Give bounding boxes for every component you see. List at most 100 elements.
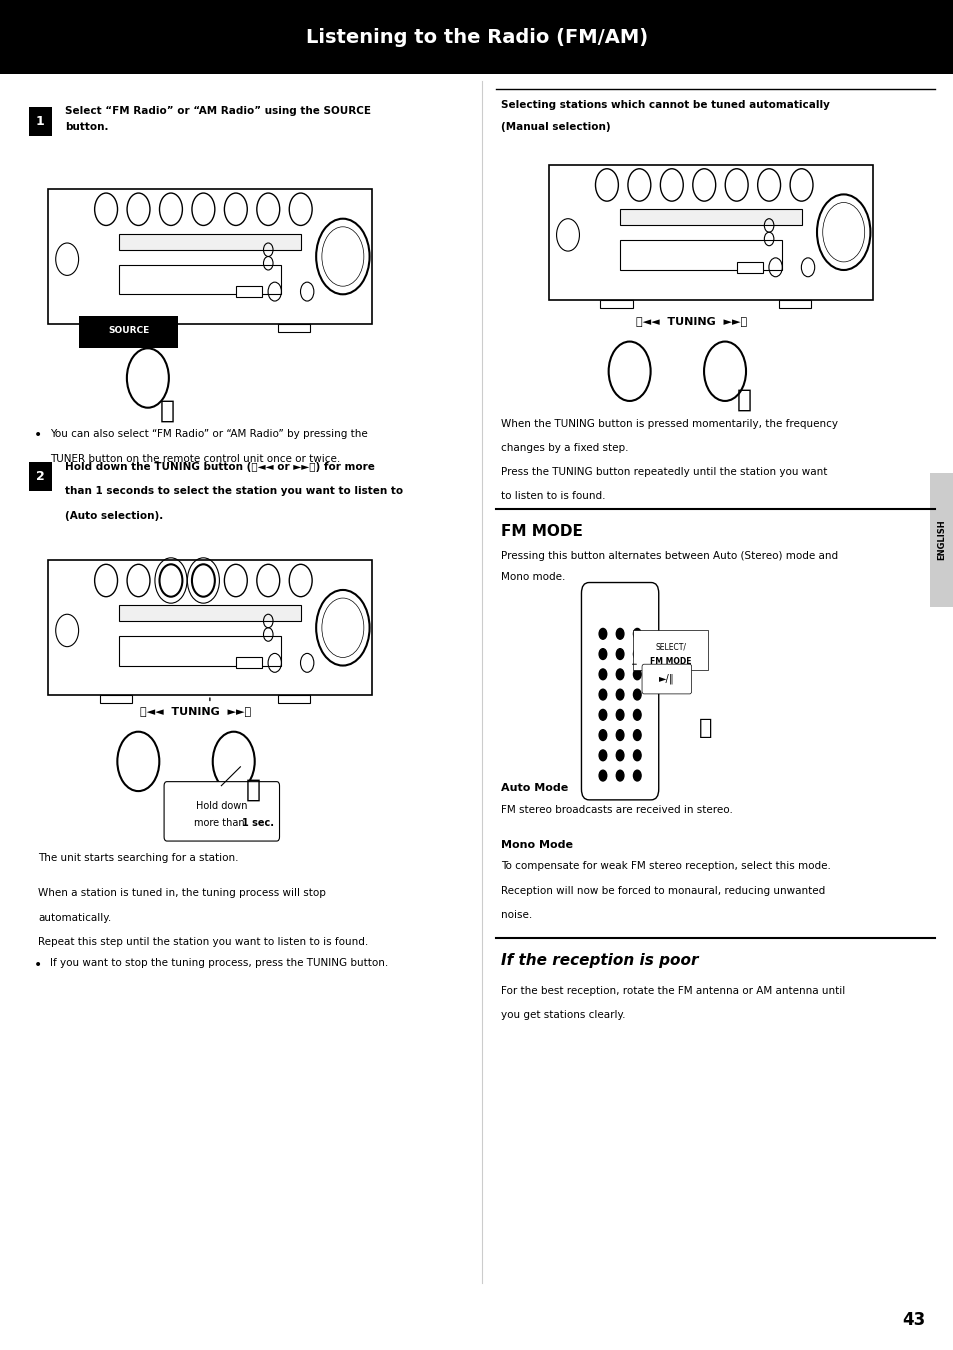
FancyBboxPatch shape — [632, 630, 707, 670]
Circle shape — [598, 629, 606, 640]
Circle shape — [633, 690, 640, 699]
FancyBboxPatch shape — [619, 240, 781, 270]
Text: SOURCE: SOURCE — [108, 327, 150, 335]
Text: For the best reception, rotate the FM antenna or AM antenna until: For the best reception, rotate the FM an… — [500, 986, 844, 995]
Text: When the TUNING button is pressed momentarily, the frequency: When the TUNING button is pressed moment… — [500, 418, 837, 428]
Text: Mono Mode: Mono Mode — [500, 840, 572, 849]
Circle shape — [598, 649, 606, 660]
FancyBboxPatch shape — [48, 560, 372, 695]
FancyBboxPatch shape — [99, 695, 132, 703]
Circle shape — [616, 769, 623, 780]
FancyBboxPatch shape — [119, 605, 300, 621]
Circle shape — [616, 649, 623, 660]
Text: 43: 43 — [902, 1311, 924, 1330]
FancyBboxPatch shape — [48, 189, 372, 324]
Circle shape — [598, 670, 606, 680]
Text: 1: 1 — [35, 115, 45, 128]
Text: ⧉◄◄  TUNING  ►►⧈: ⧉◄◄ TUNING ►►⧈ — [140, 706, 251, 717]
FancyBboxPatch shape — [29, 107, 52, 136]
Text: than 1 seconds to select the station you want to listen to: than 1 seconds to select the station you… — [65, 486, 402, 497]
Text: (Auto selection).: (Auto selection). — [65, 510, 163, 521]
Circle shape — [616, 629, 623, 640]
Text: Pressing this button alternates between Auto (Stereo) mode and: Pressing this button alternates between … — [500, 551, 837, 560]
FancyBboxPatch shape — [581, 583, 658, 799]
Text: Mono mode.: Mono mode. — [500, 572, 564, 582]
Circle shape — [633, 710, 640, 721]
Circle shape — [616, 670, 623, 680]
Text: FM MODE: FM MODE — [649, 657, 691, 666]
Circle shape — [616, 710, 623, 721]
Text: FM stereo broadcasts are received in stereo.: FM stereo broadcasts are received in ste… — [500, 805, 732, 814]
Circle shape — [633, 670, 640, 680]
Text: Auto Mode: Auto Mode — [500, 783, 567, 792]
Text: Press the TUNING button repeatedly until the station you want: Press the TUNING button repeatedly until… — [500, 467, 826, 477]
FancyBboxPatch shape — [619, 209, 801, 225]
Text: TUNER button on the remote control unit once or twice.: TUNER button on the remote control unit … — [50, 454, 339, 463]
Circle shape — [598, 730, 606, 740]
Text: 👆: 👆 — [245, 778, 260, 802]
Text: 2: 2 — [35, 470, 45, 483]
Text: •: • — [34, 428, 42, 441]
FancyBboxPatch shape — [29, 462, 52, 491]
FancyBboxPatch shape — [99, 324, 132, 332]
Circle shape — [598, 710, 606, 721]
Circle shape — [598, 690, 606, 699]
Text: Repeat this step until the station you want to listen to is found.: Repeat this step until the station you w… — [38, 937, 368, 946]
Circle shape — [633, 769, 640, 780]
Text: •: • — [34, 958, 42, 972]
Text: ⧉◄◄  TUNING  ►►⧈: ⧉◄◄ TUNING ►►⧈ — [636, 316, 746, 327]
FancyBboxPatch shape — [119, 636, 281, 666]
Circle shape — [616, 730, 623, 740]
Circle shape — [633, 751, 640, 761]
FancyBboxPatch shape — [79, 316, 178, 348]
Text: SELECT/: SELECT/ — [655, 643, 685, 651]
FancyBboxPatch shape — [235, 286, 261, 297]
FancyBboxPatch shape — [929, 472, 953, 608]
Circle shape — [598, 751, 606, 761]
Text: To compensate for weak FM stereo reception, select this mode.: To compensate for weak FM stereo recepti… — [500, 861, 830, 871]
Text: (Manual selection): (Manual selection) — [500, 122, 610, 131]
FancyBboxPatch shape — [235, 657, 261, 668]
Text: automatically.: automatically. — [38, 913, 112, 922]
FancyBboxPatch shape — [119, 265, 281, 294]
Text: 1 sec.: 1 sec. — [241, 818, 274, 829]
Text: Selecting stations which cannot be tuned automatically: Selecting stations which cannot be tuned… — [500, 100, 829, 109]
FancyBboxPatch shape — [736, 262, 761, 273]
FancyBboxPatch shape — [641, 664, 691, 694]
Text: You can also select “FM Radio” or “AM Radio” by pressing the: You can also select “FM Radio” or “AM Ra… — [50, 429, 367, 439]
FancyBboxPatch shape — [599, 300, 632, 308]
FancyBboxPatch shape — [277, 695, 310, 703]
Circle shape — [598, 769, 606, 780]
FancyBboxPatch shape — [778, 300, 810, 308]
Text: ►/‖: ►/‖ — [659, 674, 674, 684]
Circle shape — [633, 730, 640, 740]
Text: 👆: 👆 — [736, 387, 751, 412]
Text: FM MODE: FM MODE — [500, 524, 582, 539]
Circle shape — [616, 751, 623, 761]
Text: Select “FM Radio” or “AM Radio” using the SOURCE: Select “FM Radio” or “AM Radio” using th… — [65, 105, 371, 116]
Text: The unit starts searching for a station.: The unit starts searching for a station. — [38, 853, 238, 863]
Text: If the reception is poor: If the reception is poor — [500, 953, 698, 968]
FancyBboxPatch shape — [277, 324, 310, 332]
Text: to listen to is found.: to listen to is found. — [500, 491, 605, 501]
Circle shape — [616, 690, 623, 699]
FancyBboxPatch shape — [119, 234, 300, 250]
Text: Hold down: Hold down — [195, 801, 247, 811]
Text: 👆: 👆 — [159, 398, 174, 423]
Text: Reception will now be forced to monaural, reducing unwanted: Reception will now be forced to monaural… — [500, 886, 824, 895]
Text: 👆: 👆 — [699, 718, 712, 738]
Text: If you want to stop the tuning process, press the TUNING button.: If you want to stop the tuning process, … — [50, 958, 388, 968]
FancyBboxPatch shape — [548, 165, 872, 300]
Text: you get stations clearly.: you get stations clearly. — [500, 1010, 625, 1019]
Circle shape — [633, 629, 640, 640]
Text: Hold down the TUNING button (⧉◄◄ or ►►⧈) for more: Hold down the TUNING button (⧉◄◄ or ►►⧈)… — [65, 462, 375, 472]
Text: more than: more than — [194, 818, 248, 829]
FancyBboxPatch shape — [164, 782, 279, 841]
Text: Listening to the Radio (FM/AM): Listening to the Radio (FM/AM) — [306, 28, 647, 47]
Text: noise.: noise. — [500, 910, 532, 919]
Text: changes by a fixed step.: changes by a fixed step. — [500, 443, 628, 452]
Text: ENGLISH: ENGLISH — [937, 520, 945, 560]
Text: button.: button. — [65, 122, 109, 132]
Text: When a station is tuned in, the tuning process will stop: When a station is tuned in, the tuning p… — [38, 888, 326, 898]
FancyBboxPatch shape — [0, 0, 953, 74]
